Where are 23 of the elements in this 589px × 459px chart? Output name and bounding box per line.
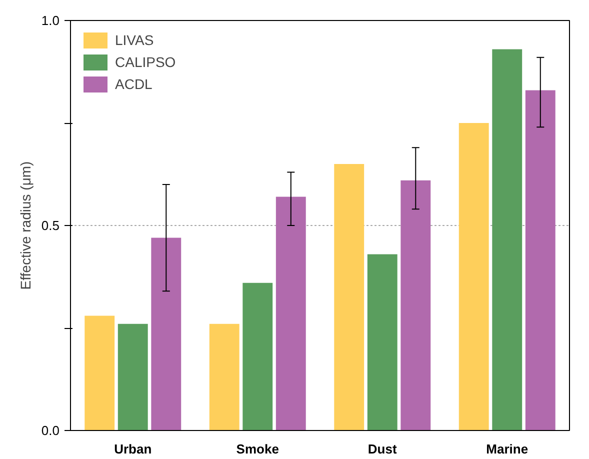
- y-tick-label: 0.5: [41, 218, 60, 233]
- bar: [151, 238, 182, 430]
- x-tick-label: Marine: [486, 442, 528, 456]
- bar: [525, 90, 556, 430]
- bar: [84, 316, 115, 430]
- bar: [367, 254, 398, 430]
- y-tick-label: 0.0: [41, 423, 60, 438]
- bar: [209, 324, 240, 430]
- x-tick-label: Urban: [114, 442, 152, 456]
- bar: [492, 49, 522, 430]
- bar: [276, 196, 306, 430]
- bar: [334, 164, 364, 430]
- bar: [458, 123, 489, 430]
- legend-label: LIVAS: [115, 32, 154, 48]
- y-axis-title: Effective radius (μm): [17, 161, 34, 290]
- bar: [242, 282, 273, 430]
- y-tick-label: 1.0: [41, 13, 60, 28]
- bar: [118, 324, 148, 430]
- bar: [400, 180, 431, 430]
- x-tick-label: Dust: [368, 442, 398, 456]
- x-tick-label: Smoke: [236, 442, 279, 456]
- legend-label: ACDL: [115, 76, 152, 92]
- legend-label: CALIPSO: [115, 54, 176, 70]
